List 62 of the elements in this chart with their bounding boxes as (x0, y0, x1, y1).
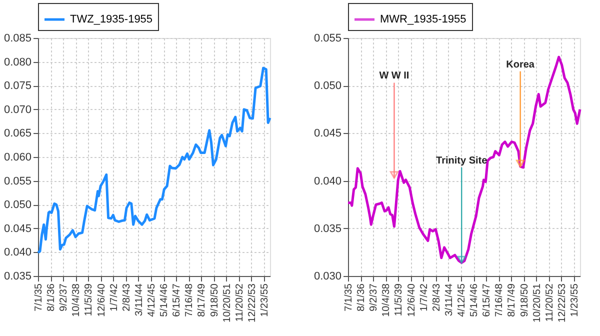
annotation: Korea (506, 59, 535, 70)
y-tick-label: 0.050 (4, 199, 32, 212)
x-tick-label: 6/15/47 (172, 283, 183, 317)
line-series (346, 56, 582, 264)
x-tick-label: 1/7/42 (108, 283, 120, 312)
x-tick-label: 5/14/46 (159, 283, 170, 317)
x-tick-label: 10/20/51 (222, 283, 233, 322)
x-tick-label: 12/6/40 (406, 283, 418, 317)
y-tick-label: 0.065 (4, 128, 32, 140)
x-tick-label: 7/1/35 (34, 283, 44, 312)
x-tick-label: 11/5/39 (394, 283, 405, 316)
y-tick-label: 0.045 (4, 222, 32, 235)
y-tick-label: 0.050 (314, 80, 342, 92)
y-tick-label: 0.070 (4, 104, 32, 116)
x-tick-label: 11/5/39 (84, 283, 95, 316)
x-tick-label: 8/17/49 (196, 283, 208, 317)
x-tick-label: 1/7/42 (418, 283, 430, 312)
y-tick-label: 0.055 (314, 32, 342, 44)
x-tick-label: 4/12/45 (456, 283, 468, 317)
y-tick-label: 0.040 (314, 175, 342, 188)
x-tick-label: 4/12/45 (146, 283, 158, 317)
x-tick-label: 12/22/53 (246, 283, 258, 322)
x-tick-label: 7/1/35 (344, 283, 354, 312)
x-tick-label: 11/20/52 (234, 283, 246, 322)
x-tick-label: 2/8/43 (121, 283, 132, 312)
x-tick-label: 8/17/49 (506, 283, 518, 317)
y-tick-label: 0.085 (4, 32, 32, 44)
x-tick-label: 9/18/50 (209, 283, 220, 317)
x-tick-label: 7/16/48 (494, 283, 506, 317)
x-tick-label: 5/14/46 (469, 283, 480, 317)
y-tick-label: 0.045 (314, 128, 342, 140)
annotation: W W II (379, 70, 410, 82)
x-tick-label: 10/4/38 (381, 283, 392, 317)
annotation: Trinity Site (436, 155, 488, 166)
x-tick-label: 12/22/53 (556, 283, 568, 322)
x-tick-label: 9/2/37 (368, 283, 380, 312)
legend-label: TWZ_1935-1955 (70, 14, 153, 26)
line-series (36, 66, 272, 254)
x-tick-label: 8/1/36 (46, 283, 58, 312)
x-tick-label: 2/8/43 (431, 283, 442, 312)
y-tick-label: 0.035 (314, 222, 342, 235)
x-tick-label: 1/23/55 (259, 283, 270, 317)
x-tick-label: 3/11/44 (134, 283, 145, 316)
y-tick-label: 0.030 (314, 270, 342, 282)
x-tick-label: 1/23/55 (569, 283, 580, 317)
y-tick-label: 0.080 (4, 56, 32, 68)
x-tick-label: 10/4/38 (71, 283, 82, 317)
x-tick-label: 11/20/52 (544, 283, 556, 322)
x-tick-label: 7/16/48 (184, 283, 196, 317)
y-tick-label: 0.040 (4, 246, 32, 259)
x-tick-label: 8/1/36 (356, 283, 368, 312)
x-tick-label: 10/20/51 (532, 283, 543, 322)
x-tick-label: 6/15/47 (482, 283, 493, 317)
x-tick-label: 9/18/50 (519, 283, 530, 317)
legend-label: MWR_1935-1955 (380, 14, 466, 26)
x-tick-label: 12/6/40 (96, 283, 108, 317)
y-tick-label: 0.075 (4, 80, 32, 92)
y-tick-label: 0.035 (4, 270, 32, 282)
y-tick-label: 0.055 (4, 175, 32, 188)
y-tick-label: 0.060 (4, 152, 32, 164)
x-tick-label: 9/2/37 (58, 283, 70, 312)
x-tick-label: 3/11/44 (444, 283, 455, 316)
